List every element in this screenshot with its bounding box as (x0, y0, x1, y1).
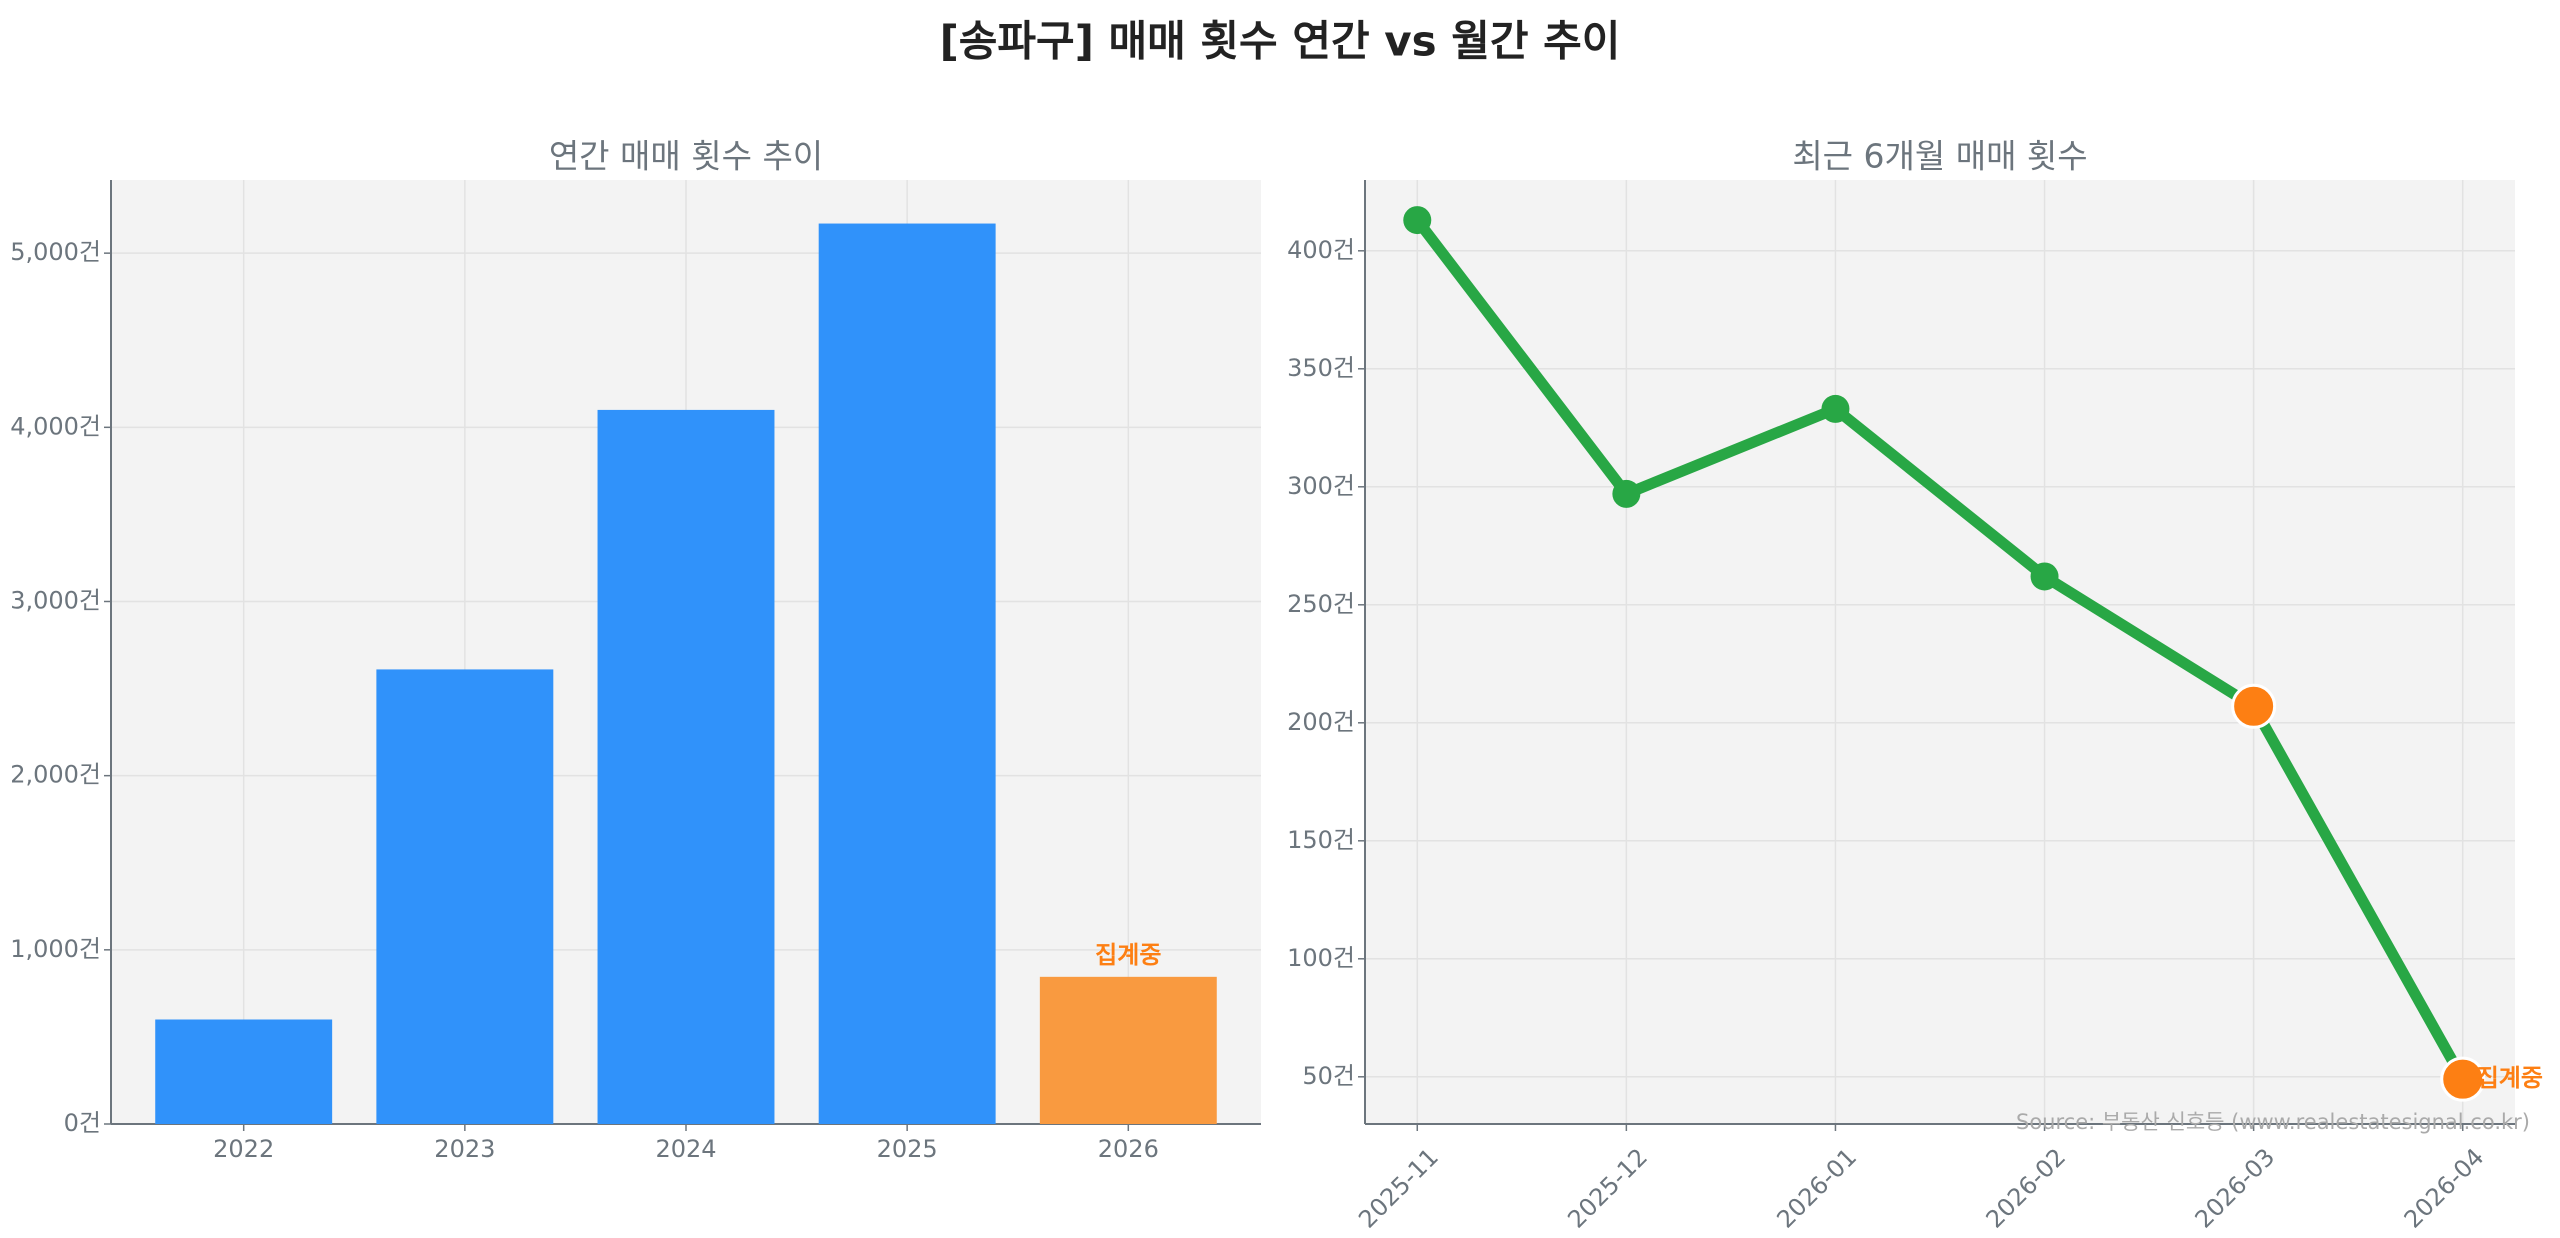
y-tick-label: 4,000건 (10, 412, 101, 440)
monthly-line-chart: 50건 100건 150건 200건 250건 300건 350건 400건 2025-11 20… (1287, 180, 2543, 1234)
series-line (1412, 216, 2468, 1082)
y-tick-label: 250건 (1287, 590, 1355, 618)
bar-2025 (818, 223, 996, 1125)
x-tick-label: 2026-03 (2190, 1143, 2281, 1234)
x-tick-label: 2022 (213, 1135, 274, 1163)
x-tick-label: 2026-04 (2399, 1143, 2490, 1234)
left-chart-title: 연간 매매 횟수 추이 (549, 137, 823, 176)
x-tick-label: 2026 (1098, 1135, 1159, 1163)
y-tick-label: 3,000건 (10, 586, 101, 614)
x-tick-label: 2026-01 (1771, 1143, 1862, 1234)
point-2026-01 (1821, 394, 1850, 423)
y-tick-label: 1,000건 (10, 935, 101, 963)
y-tick-label: 100건 (1287, 944, 1355, 972)
annual-bar-chart: 0건 1,000건 2,000건 3,000건 4,000건 5,000건 2022 2023… (10, 180, 1261, 1163)
point-2026-04 (2440, 1056, 2486, 1102)
point-2026-02 (2030, 562, 2059, 591)
y-tick-label: 0건 (64, 1109, 101, 1137)
y-tick-label: 50건 (1302, 1062, 1355, 1090)
partial-annotation: 집계중 (1095, 941, 1161, 969)
plot-background (1365, 180, 2515, 1124)
bar-2022 (155, 1019, 333, 1124)
x-tick-label: 2024 (655, 1135, 716, 1163)
point-2026-03 (2231, 683, 2277, 729)
y-tick-label: 150건 (1287, 826, 1355, 854)
x-tick-label: 2026-02 (1981, 1143, 2072, 1234)
point-2025-12 (1612, 479, 1641, 508)
x-tick-label: 2023 (434, 1135, 495, 1163)
bar-2026 (1039, 976, 1217, 1124)
x-tick-label: 2025-12 (1562, 1143, 1653, 1234)
bar-2024 (597, 409, 775, 1124)
partial-annotation: 집계중 (2477, 1064, 2543, 1092)
x-tick-label: 2025-11 (1353, 1143, 1444, 1234)
point-2025-11 (1403, 206, 1432, 235)
y-tick-label: 400건 (1287, 236, 1355, 264)
right-chart-title: 최근 6개월 매매 횟수 (1792, 137, 2087, 176)
figure-title: [송파구] 매매 횟수 연간 vs 월간 추이 (940, 17, 1621, 66)
y-tick-label: 300건 (1287, 472, 1355, 500)
source-note: Source: 부동산 신호등 (www.realestatesignal.co… (2016, 1110, 2530, 1134)
y-tick-label: 5,000건 (10, 238, 101, 266)
bar-2023 (376, 669, 554, 1124)
y-tick-label: 200건 (1287, 708, 1355, 736)
x-tick-label: 2025 (877, 1135, 938, 1163)
y-tick-label: 350건 (1287, 354, 1355, 382)
y-tick-label: 2,000건 (10, 761, 101, 789)
